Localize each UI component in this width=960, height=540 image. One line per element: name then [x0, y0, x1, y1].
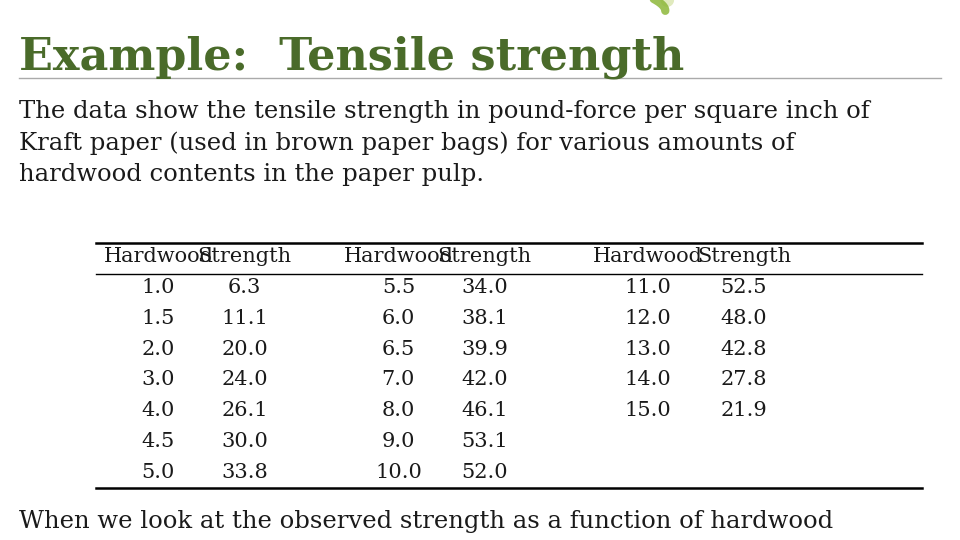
Text: 52.5: 52.5 [721, 278, 767, 297]
Text: 30.0: 30.0 [222, 432, 268, 451]
Text: 21.9: 21.9 [721, 401, 767, 420]
Text: 38.1: 38.1 [462, 309, 508, 328]
Text: 6.5: 6.5 [382, 340, 415, 359]
Text: 4.5: 4.5 [142, 432, 175, 451]
Text: When we look at the observed strength as a function of hardwood
content, it is c: When we look at the observed strength as… [19, 510, 895, 540]
Text: 11.1: 11.1 [222, 309, 268, 328]
Text: 7.0: 7.0 [382, 370, 415, 389]
Text: 8.0: 8.0 [382, 401, 415, 420]
Text: 6.3: 6.3 [228, 278, 261, 297]
Text: 20.0: 20.0 [222, 340, 268, 359]
Text: 26.1: 26.1 [222, 401, 268, 420]
Text: 27.8: 27.8 [721, 370, 767, 389]
Text: 13.0: 13.0 [625, 340, 671, 359]
Text: 11.0: 11.0 [625, 278, 671, 297]
Text: 14.0: 14.0 [625, 370, 671, 389]
Text: 34.0: 34.0 [462, 278, 508, 297]
Text: 2.0: 2.0 [142, 340, 175, 359]
Text: The data show the tensile strength in pound-force per square inch of
Kraft paper: The data show the tensile strength in po… [19, 100, 870, 186]
Text: 9.0: 9.0 [382, 432, 415, 451]
Text: 53.1: 53.1 [462, 432, 508, 451]
Text: 12.0: 12.0 [625, 309, 671, 328]
Text: Hardwood: Hardwood [344, 247, 453, 266]
Text: 1.5: 1.5 [142, 309, 175, 328]
Text: 6.0: 6.0 [382, 309, 415, 328]
Text: 5.5: 5.5 [382, 278, 415, 297]
Text: Hardwood: Hardwood [104, 247, 213, 266]
Text: 1.0: 1.0 [142, 278, 175, 297]
Text: 4.0: 4.0 [142, 401, 175, 420]
Text: 5.0: 5.0 [142, 463, 175, 482]
Text: 24.0: 24.0 [222, 370, 268, 389]
Text: 42.0: 42.0 [462, 370, 508, 389]
Text: Strength: Strength [438, 247, 532, 266]
Text: 15.0: 15.0 [625, 401, 671, 420]
Text: 48.0: 48.0 [721, 309, 767, 328]
Text: Example:  Tensile strength: Example: Tensile strength [19, 35, 684, 79]
Text: 52.0: 52.0 [462, 463, 508, 482]
Text: Strength: Strength [697, 247, 791, 266]
Text: 42.8: 42.8 [721, 340, 767, 359]
Text: Strength: Strength [198, 247, 292, 266]
Text: 33.8: 33.8 [222, 463, 268, 482]
Text: 10.0: 10.0 [375, 463, 421, 482]
Text: 39.9: 39.9 [462, 340, 508, 359]
Text: Hardwood: Hardwood [593, 247, 703, 266]
Text: 46.1: 46.1 [462, 401, 508, 420]
Text: 3.0: 3.0 [142, 370, 175, 389]
